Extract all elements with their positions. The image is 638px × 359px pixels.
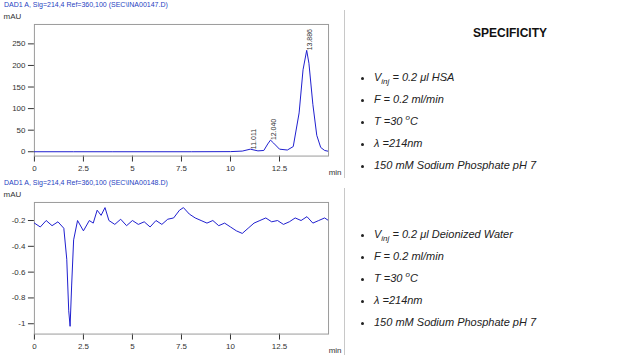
svg-text:min: min	[329, 168, 342, 177]
svg-text:mAU: mAU	[4, 190, 22, 199]
svg-text:min: min	[329, 346, 342, 355]
svg-text:5: 5	[130, 341, 135, 350]
svg-text:10: 10	[226, 164, 235, 173]
html-text:DAD1 A, Sig=214,4 Ref=360,100: DAD1 A, Sig=214,4 Ref=360,100 (SEC\INA00…	[4, 1, 168, 8]
svg-text:2.5: 2.5	[78, 164, 90, 173]
svg-text:-0.4: -0.4	[12, 241, 26, 250]
html-text:SPECIFICITY: SPECIFICITY	[473, 26, 547, 40]
svg-text:5: 5	[130, 164, 135, 173]
svg-text:250: 250	[12, 39, 26, 48]
html-text:F = 0.2 ml/min: F = 0.2 ml/min	[374, 93, 444, 105]
html-text:λ =214nm: λ =214nm	[374, 294, 423, 306]
svg-text:10: 10	[226, 341, 235, 350]
svg-text:7.5: 7.5	[176, 341, 188, 350]
svg-text:200: 200	[12, 61, 26, 70]
svg-text:12.5: 12.5	[272, 164, 288, 173]
svg-text:150: 150	[12, 83, 26, 92]
html-text:DAD1 A, Sig=214,4 Ref=360,100: DAD1 A, Sig=214,4 Ref=360,100 (SEC\INA00…	[4, 178, 168, 186]
html-text:150 mM Sodium Phosphate pH 7: 150 mM Sodium Phosphate pH 7	[374, 316, 536, 328]
html-text:Vinj= 0.2 μl Deionized Water: Vinj= 0.2 μl Deionized Water	[374, 228, 513, 244]
svg-text:11.011: 11.011	[250, 129, 257, 149]
svg-text:2.5: 2.5	[78, 341, 90, 350]
html-text:F = 0.2 ml/min: F = 0.2 ml/min	[374, 250, 444, 262]
svg-text:50: 50	[17, 126, 26, 135]
svg-text:0: 0	[21, 147, 26, 156]
svg-text:13.886: 13.886	[306, 29, 313, 50]
html-text:T =30oC: T =30oC	[374, 270, 418, 284]
svg-text:-0.6: -0.6	[12, 267, 26, 276]
html-text:Vinj= 0.2 μl HSA: Vinj= 0.2 μl HSA	[374, 71, 455, 87]
svg-text:-1: -1	[18, 319, 26, 328]
svg-text:12.5: 12.5	[272, 341, 288, 350]
svg-text:-0.2: -0.2	[12, 216, 26, 225]
svg-text:-0.8: -0.8	[12, 293, 26, 302]
svg-text:0: 0	[32, 164, 37, 173]
html-text:T =30oC: T =30oC	[374, 113, 418, 127]
svg-text:7.5: 7.5	[176, 164, 188, 173]
html-text:150 mM Sodium Phosphate pH 7: 150 mM Sodium Phosphate pH 7	[374, 159, 536, 171]
svg-text:12.040: 12.040	[270, 119, 277, 140]
svg-text:mAU: mAU	[4, 12, 22, 21]
svg-text:100: 100	[12, 104, 26, 113]
html-text:λ =214nm: λ =214nm	[374, 137, 423, 149]
svg-text:0: 0	[32, 341, 37, 350]
